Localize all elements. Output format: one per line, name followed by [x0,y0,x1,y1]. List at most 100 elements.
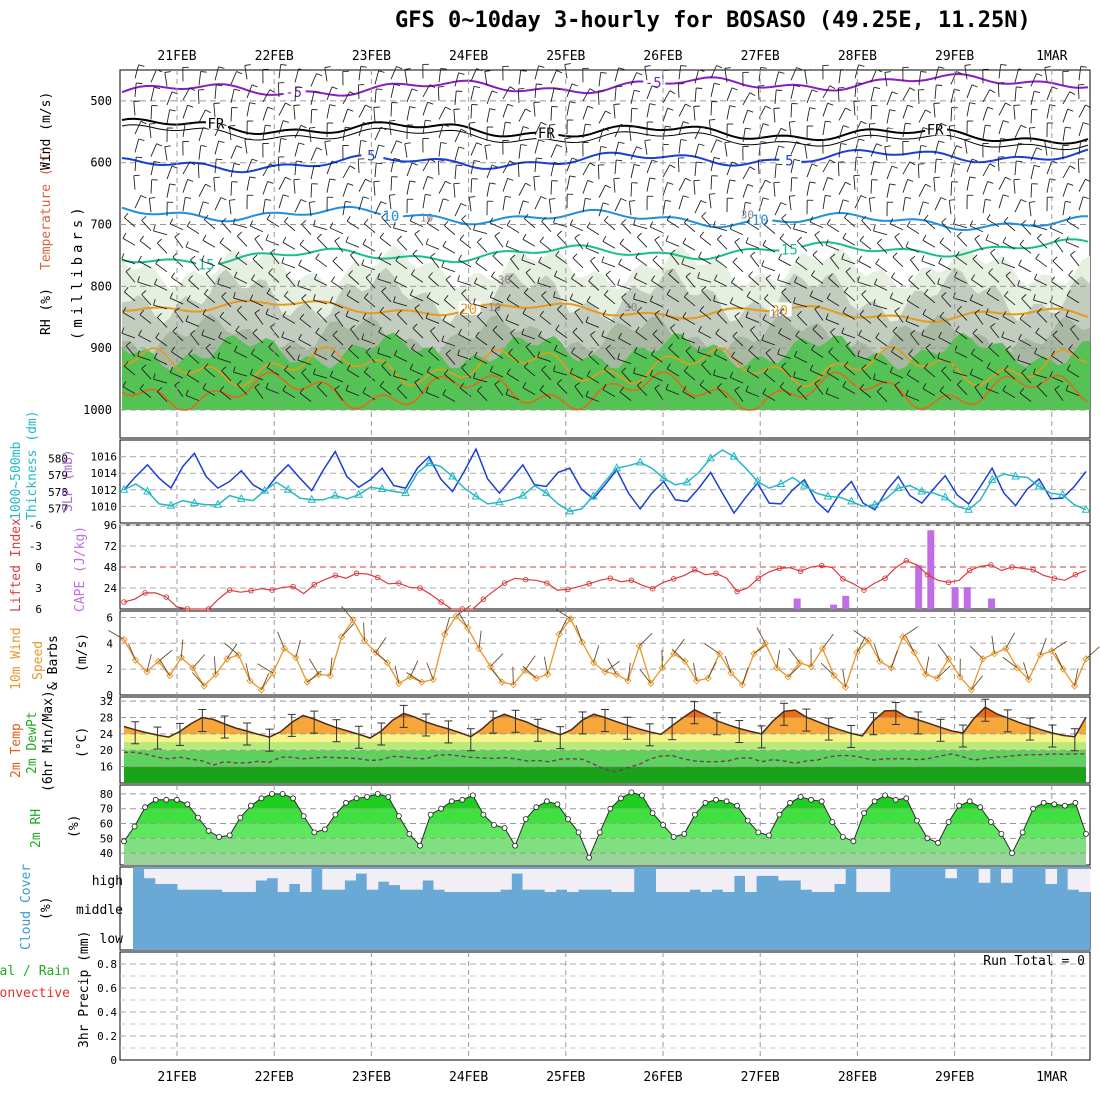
wind-barb-flag [1066,364,1071,370]
rh2m-marker [945,819,952,825]
li-tick-label: 0 [35,561,42,574]
wind-barb [582,88,591,102]
wind-barb [828,277,840,288]
wind10-barb [409,660,419,678]
wind-barb [614,67,620,82]
wind-barb-flag [1002,236,1007,243]
wind-barb [986,367,1000,376]
wind-barb-flag [156,238,162,244]
wind-barb [494,235,504,248]
cloud-high-gap [288,869,301,884]
wind-barb [684,296,696,307]
wind-barb-flag [884,145,891,148]
wind-barb-flag [1002,120,1009,123]
contour-label-bg [380,208,403,223]
wind-barb [651,280,664,289]
wind-barb [681,263,696,270]
rh2m-marker [808,796,814,803]
wind-barb [252,258,264,270]
thickness-marker [1058,489,1067,498]
wind-barb-flag [265,308,269,315]
thickness-marker [659,473,668,482]
wind-barb [694,126,702,140]
wind10-barb [394,665,400,684]
wind10-barb [341,606,354,621]
wind-barb-flag [939,386,945,392]
wind-barb [342,91,351,105]
wind-barb [621,371,632,383]
wind-barb-flag [329,178,336,181]
wind-barb-flag [685,346,691,352]
wind-barb-flag [349,91,356,95]
cloud-high-gap [700,869,713,892]
wind-barb-flag [1036,147,1043,151]
wind-barb-flag [377,273,380,280]
wind-barb [918,145,922,160]
wind-barb-flag [939,237,945,243]
wind-barb-flag [235,251,240,257]
wind-barb [358,140,362,155]
wind-barb [486,182,491,197]
wind-barb-flag [793,158,801,162]
wind10-barb [478,630,482,649]
temp-band [124,766,1086,783]
wind-barb-flag [665,199,672,202]
wind-barb [244,65,248,80]
wind10-barb [306,670,322,683]
wind-barb-flag [509,160,516,165]
wind-barb [475,262,488,272]
wind-barb-flag [858,64,865,67]
wind-barb [484,71,488,86]
wind-barb [708,194,712,209]
contour-label-bg [769,302,792,317]
wind-barb [941,370,952,382]
wind-barb-flag [316,73,323,77]
wind-barb [838,181,846,195]
lifted-index-marker [1030,567,1036,573]
wind-barb [698,331,712,339]
wind-barb [330,301,344,309]
rh2m-marker [321,826,328,833]
temp-band [124,733,1086,743]
wind-barb [668,347,680,358]
wind-barb [217,357,232,363]
wind-barb [713,300,728,306]
lifted-index-marker [121,599,127,605]
wind-barb [990,326,1000,339]
cloud-high-gap [155,869,167,884]
wind-barb [476,390,488,401]
wind-barb-flag [709,118,716,121]
wind-barb [953,223,968,229]
wind-barb [441,266,456,273]
wind-barb-flag [315,327,320,334]
wind10-barb [1054,652,1064,670]
rh2m-marker [977,804,984,811]
wind-barb-flag [777,348,780,355]
wind-barb-flag [571,157,578,161]
wind-barb-flag [300,124,307,129]
wind-barb [972,258,984,270]
wind-barb-flag [285,102,291,107]
wind-barb [924,293,936,304]
wind-barb-flag [233,162,241,166]
dewpoint-line [124,751,1086,773]
cloud-high-gap [945,869,957,879]
wind-barb [714,279,728,287]
wind-barb [571,352,584,361]
wind10-barb [555,608,571,620]
wind-barb [731,356,744,365]
wind-barb [182,123,186,138]
wind-barb-flag [205,343,211,349]
thickness-marker [518,490,528,499]
wind-barb [1046,160,1053,175]
wind-barb-flag [1035,327,1040,334]
wind-barb [422,158,431,172]
wind-barb [842,237,856,246]
wind-barb [822,103,829,117]
wind-barb [890,371,904,379]
wind-barb-flag [235,325,240,332]
wind-barb [154,283,168,291]
wind-barb-flag [409,289,414,296]
wind-barb [533,176,536,191]
wind-barb-flag [666,214,671,221]
